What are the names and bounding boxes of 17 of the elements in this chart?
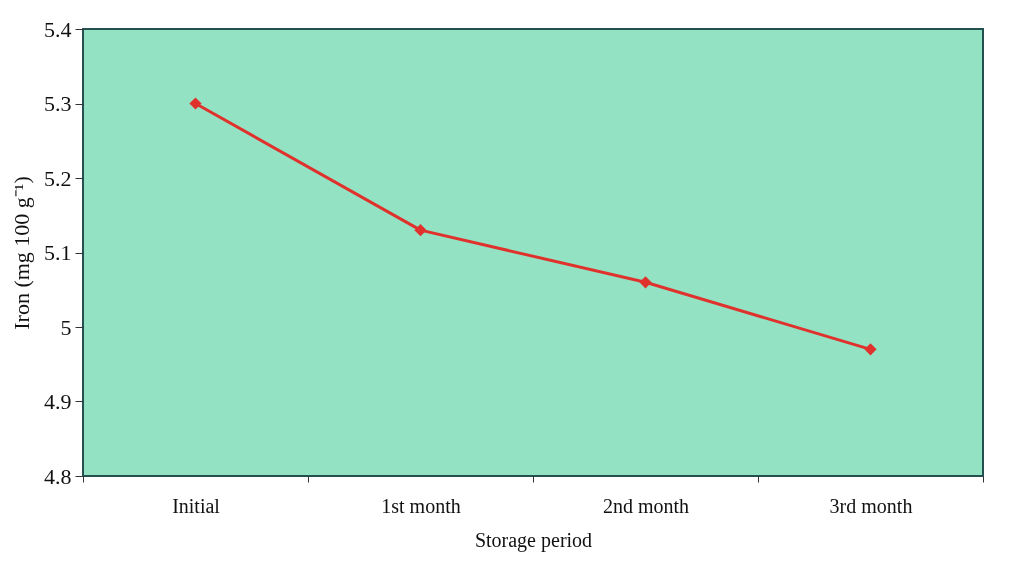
y-tick-label: 5 [60, 314, 72, 340]
y-tick-label: 4.8 [44, 463, 72, 489]
y-tick-label: 5.2 [44, 165, 72, 191]
y-axis-title: Iron (mg 100 g⁻¹) [9, 176, 34, 330]
x-tick-label: Initial [172, 494, 221, 517]
y-tick-label: 5.1 [44, 240, 72, 265]
x-tick-label: 2nd month [602, 494, 690, 517]
point [639, 276, 652, 289]
y-tick-label: 5.3 [44, 91, 72, 116]
point [414, 224, 427, 237]
x-tick-label: 1st month [381, 494, 461, 517]
y-tick-label: 4.9 [44, 389, 72, 414]
x-axis-title: Storage period [474, 528, 593, 552]
x-tick-label: 3rd month [829, 494, 913, 517]
y-tick-label: 5.4 [44, 16, 72, 42]
point [864, 343, 877, 356]
point [189, 97, 202, 110]
